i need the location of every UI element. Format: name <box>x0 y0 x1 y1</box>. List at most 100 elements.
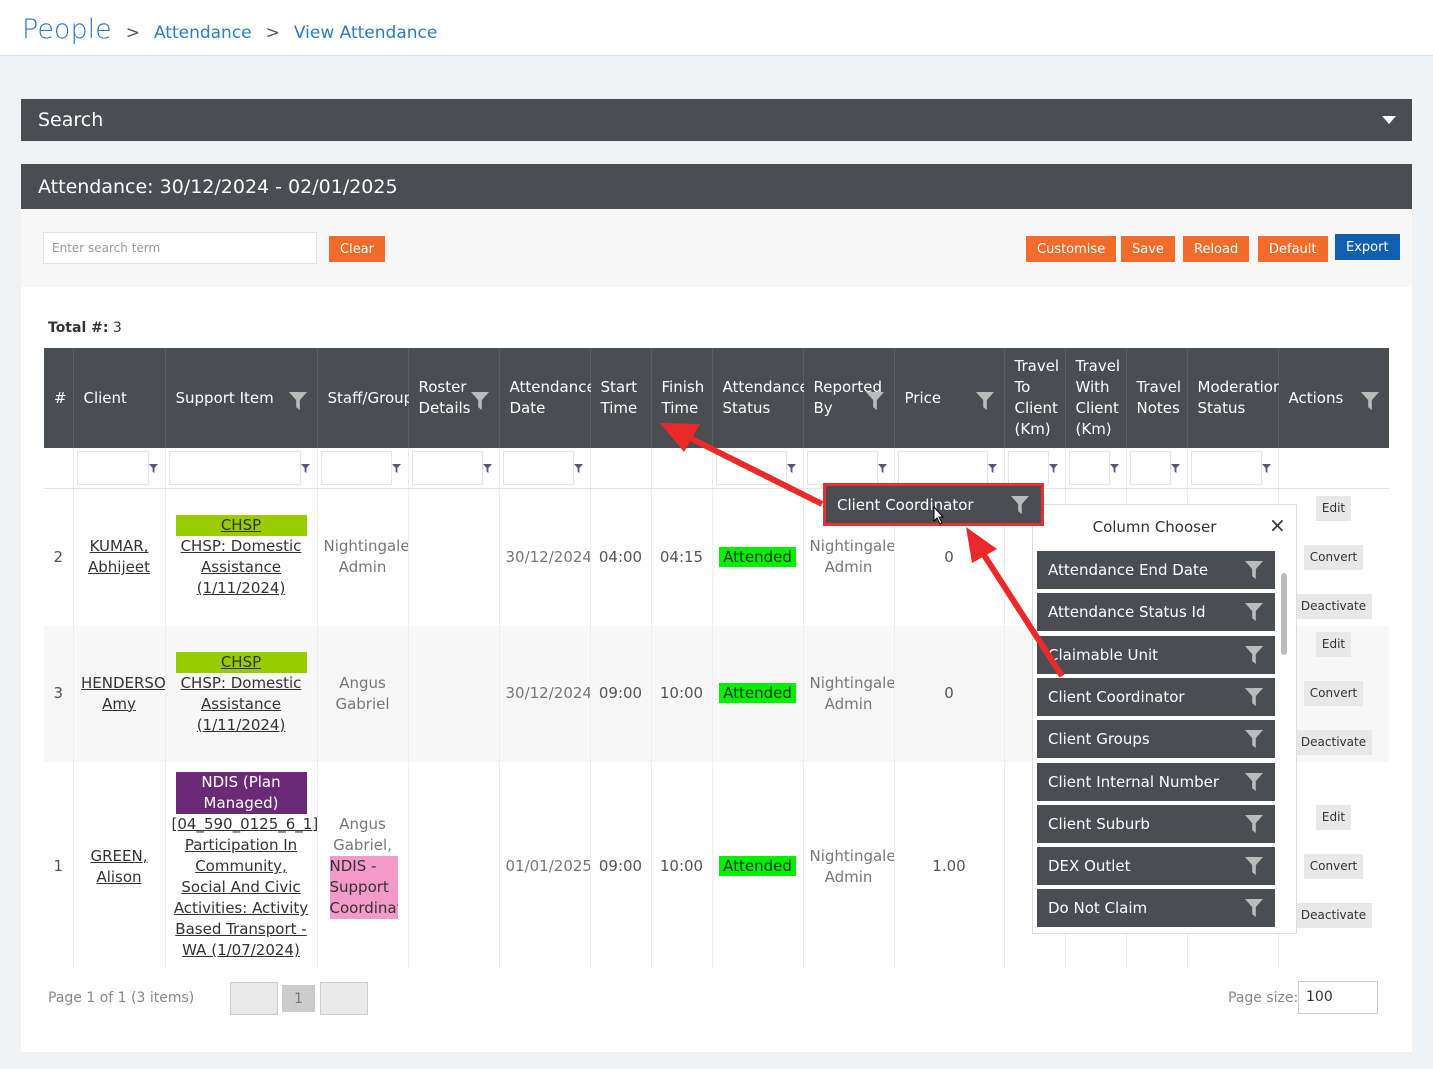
chooser-item[interactable]: Attendance Status Id <box>1037 593 1275 632</box>
clear-button[interactable]: Clear <box>329 236 385 262</box>
filter-icon[interactable] <box>786 463 796 473</box>
column-header[interactable]: Roster Details <box>408 348 500 448</box>
search-input[interactable]: Enter search term <box>43 232 317 264</box>
filter-icon[interactable] <box>1245 603 1263 622</box>
support-item[interactable]: CHSP: Domestic Assistance (1/11/2024) <box>180 537 302 598</box>
action-button[interactable]: Edit <box>1315 632 1352 657</box>
filter-input[interactable] <box>897 451 988 485</box>
client-link[interactable]: GREEN, Alison <box>90 846 148 886</box>
next-page[interactable] <box>320 982 368 1015</box>
filter-input[interactable] <box>1068 451 1110 485</box>
toolbar-button[interactable]: Save <box>1121 236 1175 262</box>
action-button[interactable]: Convert <box>1303 544 1364 570</box>
column-header[interactable]: Actions <box>1278 348 1389 448</box>
chooser-item[interactable]: Client Suburb <box>1037 804 1275 843</box>
prev-page[interactable] <box>230 982 278 1015</box>
filter-icon[interactable] <box>1245 561 1263 579</box>
search-panel[interactable]: Search <box>21 99 1412 141</box>
support-item[interactable]: CHSP: Domestic Assistance (1/11/2024) <box>180 673 302 734</box>
filter-icon[interactable] <box>1245 687 1263 706</box>
export-button[interactable]: Export <box>1335 234 1400 260</box>
filter-icon[interactable] <box>573 463 583 473</box>
filter-cell <box>894 448 1005 489</box>
filter-input[interactable] <box>1190 451 1262 485</box>
breadcrumb-item[interactable]: Attendance <box>153 23 252 43</box>
filter-input[interactable] <box>715 451 787 485</box>
scrollbar[interactable] <box>1281 573 1287 655</box>
client-link[interactable]: KUMAR, Abhijeet <box>88 537 150 577</box>
filter-input[interactable] <box>1129 451 1171 485</box>
filter-input[interactable] <box>76 451 149 485</box>
column-header[interactable]: Travel To Client (Km) <box>1004 348 1066 448</box>
chooser-item[interactable]: Claimable Unit <box>1037 635 1275 674</box>
filter-icon[interactable] <box>1245 814 1263 833</box>
filter-icon[interactable] <box>1261 463 1271 473</box>
client-link[interactable]: HENDERSON, Amy <box>81 673 165 713</box>
filter-icon[interactable] <box>1245 730 1263 749</box>
chooser-item[interactable]: Client Groups <box>1037 720 1275 759</box>
filter-input[interactable] <box>1007 451 1049 485</box>
filter-icon[interactable] <box>865 392 884 410</box>
column-header[interactable]: Attendance Status <box>712 348 809 448</box>
column-header[interactable]: Moderation Status <box>1187 348 1282 448</box>
filter-icon[interactable] <box>288 392 307 410</box>
action-button[interactable]: Deactivate <box>1294 593 1373 619</box>
column-header[interactable]: Price <box>894 348 1005 448</box>
filter-icon[interactable] <box>1245 857 1263 876</box>
filter-icon[interactable] <box>482 463 492 473</box>
dragged-column[interactable]: Client Coordinator <box>823 483 1044 526</box>
column-header[interactable]: Travel Notes <box>1126 348 1188 448</box>
action-button[interactable]: Deactivate <box>1294 903 1373 928</box>
filter-icon[interactable] <box>1170 463 1180 473</box>
filter-icon[interactable] <box>1048 463 1058 473</box>
column-header[interactable]: Staff/Group <box>317 348 413 448</box>
filter-cell <box>165 448 318 489</box>
action-button[interactable]: Convert <box>1303 681 1364 706</box>
chooser-item[interactable]: Client Coordinator <box>1037 677 1275 716</box>
column-header[interactable]: Travel With Client (Km) <box>1065 348 1127 448</box>
filter-icon[interactable] <box>1360 392 1379 410</box>
column-header[interactable]: Finish Time <box>651 348 713 448</box>
filter-input[interactable] <box>411 451 483 485</box>
action-button[interactable]: Convert <box>1303 854 1364 879</box>
filter-input[interactable] <box>320 451 392 485</box>
filter-icon[interactable] <box>470 392 489 410</box>
column-header[interactable]: Reported By <box>803 348 895 448</box>
chooser-item[interactable]: Do Not Claim <box>1037 889 1275 928</box>
chooser-item[interactable]: DEX Outlet <box>1037 847 1275 886</box>
filter-input[interactable] <box>502 451 574 485</box>
filter-input[interactable] <box>806 451 878 485</box>
filter-icon[interactable] <box>987 463 997 473</box>
filter-icon[interactable] <box>1245 772 1263 791</box>
column-header[interactable]: Attendance Date <box>499 348 596 448</box>
filter-icon[interactable] <box>1011 496 1029 514</box>
page-number[interactable]: 1 <box>282 985 315 1012</box>
filter-icon[interactable] <box>877 463 887 473</box>
breadcrumb-item[interactable]: People <box>22 14 112 45</box>
page-size-select[interactable]: 100 <box>1298 981 1378 1014</box>
filter-icon[interactable] <box>1109 463 1119 473</box>
filter-icon[interactable] <box>1245 645 1263 664</box>
breadcrumb-item[interactable]: View Attendance <box>293 23 438 43</box>
toolbar-button[interactable]: Customise <box>1026 236 1117 262</box>
toolbar-button[interactable]: Reload <box>1183 236 1250 262</box>
filter-input[interactable] <box>168 451 301 485</box>
close-button[interactable]: × <box>1269 513 1286 537</box>
action-button[interactable]: Edit <box>1315 805 1352 830</box>
toolbar-button[interactable]: Default <box>1258 236 1328 262</box>
chooser-item[interactable]: Client Internal Number <box>1037 762 1275 801</box>
column-header[interactable]: # <box>44 348 74 448</box>
action-button[interactable]: Deactivate <box>1294 730 1373 755</box>
reported: Nightingale Admin <box>809 673 894 713</box>
chooser-item[interactable]: Attendance End Date <box>1037 551 1275 589</box>
filter-icon[interactable] <box>1245 899 1263 918</box>
support-item[interactable]: [04_590_0125_6_1] Participation In Commu… <box>171 815 317 959</box>
filter-icon[interactable] <box>391 463 401 473</box>
filter-icon[interactable] <box>148 463 158 473</box>
column-header[interactable]: Support Item <box>165 348 318 448</box>
filter-icon[interactable] <box>975 392 994 410</box>
column-header[interactable]: Start Time <box>590 348 652 448</box>
filter-icon[interactable] <box>300 463 310 473</box>
action-button[interactable]: Edit <box>1315 495 1352 521</box>
column-header[interactable]: Client <box>73 348 166 448</box>
